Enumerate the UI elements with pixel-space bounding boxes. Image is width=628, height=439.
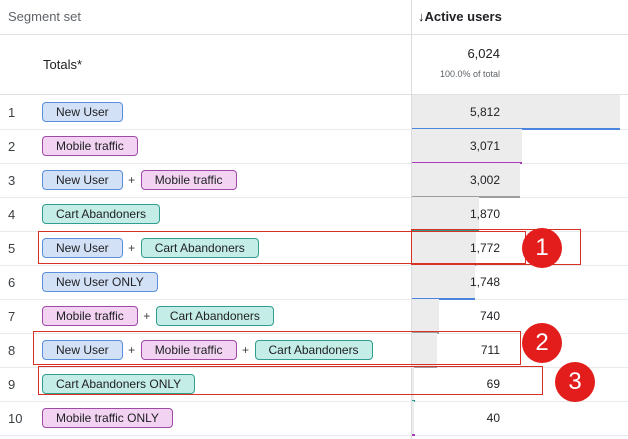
highlight-box-1b	[411, 229, 581, 265]
active-users-value: 40	[486, 411, 500, 425]
value-bar	[412, 129, 522, 163]
value-bar	[412, 265, 475, 299]
row-number: 2	[8, 139, 16, 154]
active-users-value: 5,812	[469, 105, 500, 119]
active-users-value: 1,870	[469, 207, 500, 221]
table-row[interactable]: 3 New User + Mobile traffic 3,002	[0, 163, 628, 198]
table-row[interactable]: 10 Mobile traffic ONLY 40	[0, 401, 628, 436]
row-number: 5	[8, 241, 16, 256]
table-row[interactable]: 7 Mobile traffic + Cart Abandoners 740	[0, 299, 628, 334]
plus-sign: +	[241, 343, 249, 357]
active-users-value: 69	[486, 377, 500, 391]
value-bar	[412, 367, 414, 401]
value-bar-underline	[412, 298, 475, 300]
segment-chips: New User	[42, 102, 123, 122]
row-number: 10	[8, 411, 23, 426]
plus-sign: +	[143, 309, 151, 323]
value-bar	[412, 401, 414, 435]
segment-chips: New User ONLY	[42, 272, 158, 292]
value-bar	[412, 299, 439, 333]
value-bar	[412, 163, 520, 197]
segment-chip[interactable]: Mobile traffic	[140, 340, 237, 360]
callout-badge-1: 1	[522, 228, 562, 268]
row-number: 4	[8, 207, 16, 222]
highlight-box-2	[33, 331, 521, 365]
totals-label: Totals*	[43, 57, 83, 72]
segment-chips: Cart Abandoners	[42, 204, 161, 224]
segment-chip[interactable]: Cart Abandoners	[155, 306, 274, 326]
row-number: 9	[8, 377, 16, 392]
active-users-value: 3,002	[469, 173, 500, 187]
active-users-value: 1,772	[469, 241, 500, 255]
segment-chips: Mobile traffic ONLY	[42, 408, 173, 428]
table-row[interactable]: 1 New User 5,812	[0, 95, 628, 130]
segment-chip[interactable]: Mobile traffic ONLY	[42, 408, 173, 428]
segment-chip[interactable]: New User	[42, 340, 123, 360]
segment-chip[interactable]: Mobile traffic	[42, 136, 138, 156]
segment-chips: New User + Mobile traffic	[42, 170, 237, 190]
table-row[interactable]: 4 Cart Abandoners 1,870	[0, 197, 628, 232]
plus-sign: +	[128, 173, 136, 187]
segment-chips: New User + Cart Abandoners	[42, 238, 259, 258]
segment-chip[interactable]: Cart Abandoners	[254, 340, 373, 360]
segment-chip[interactable]: Cart Abandoners	[140, 238, 259, 258]
active-users-value: 711	[480, 343, 500, 357]
segment-chip[interactable]: Mobile traffic	[140, 170, 237, 190]
plus-sign: +	[128, 343, 136, 357]
value-bar-underline	[412, 366, 437, 368]
active-users-value: 3,071	[469, 139, 500, 153]
value-bar-underline	[412, 434, 415, 436]
segment-chips: Mobile traffic + Cart Abandoners	[42, 306, 274, 326]
segment-chips: New User + Mobile traffic + Cart Abandoners	[42, 340, 373, 360]
totals-row: Totals* 6,024 100.0% of total	[0, 35, 628, 95]
table-row[interactable]: 2 Mobile traffic 3,071	[0, 129, 628, 164]
table-row[interactable]: 8 New User + Mobile traffic + Cart Abandoners…	[0, 333, 628, 368]
segment-chip[interactable]: New User	[42, 170, 123, 190]
row-number: 1	[8, 105, 16, 120]
value-bar	[412, 95, 620, 129]
callout-badge-3: 3	[555, 362, 595, 402]
segment-chip[interactable]: New User ONLY	[42, 272, 158, 292]
value-bar	[412, 333, 437, 367]
plus-sign: +	[128, 241, 136, 255]
active-users-header[interactable]: ↓Active users	[418, 9, 502, 24]
row-number: 6	[8, 275, 16, 290]
callout-badge-2: 2	[522, 323, 562, 363]
column-divider	[411, 0, 412, 439]
table-row[interactable]: 6 New User ONLY 1,748	[0, 265, 628, 300]
value-bar	[412, 197, 479, 231]
row-number: 7	[8, 309, 16, 324]
table-row[interactable]: 9 Cart Abandoners ONLY 69	[0, 367, 628, 402]
row-number: 3	[8, 173, 16, 188]
segment-chip[interactable]: Cart Abandoners ONLY	[42, 374, 196, 394]
segment-chip[interactable]: Cart Abandoners	[42, 204, 161, 224]
table-header: Segment set ↓Active users	[0, 0, 628, 35]
table-row[interactable]: 5 New User + Cart Abandoners 1,772	[0, 231, 628, 266]
row-number: 8	[8, 343, 16, 358]
segment-chip[interactable]: New User	[42, 102, 123, 122]
segment-chip[interactable]: New User	[42, 238, 123, 258]
segment-chips: Cart Abandoners ONLY	[42, 374, 196, 394]
segment-chips: Mobile traffic	[42, 136, 138, 156]
totals-value: 6,024	[467, 46, 500, 61]
active-users-value: 740	[479, 309, 500, 323]
segment-chip[interactable]: Mobile traffic	[42, 306, 138, 326]
segment-set-header[interactable]: Segment set	[8, 9, 81, 24]
highlight-box-3	[38, 366, 543, 395]
totals-percent: 100.0% of total	[439, 69, 500, 79]
value-bar	[412, 231, 476, 265]
active-users-value: 1,748	[469, 275, 500, 289]
